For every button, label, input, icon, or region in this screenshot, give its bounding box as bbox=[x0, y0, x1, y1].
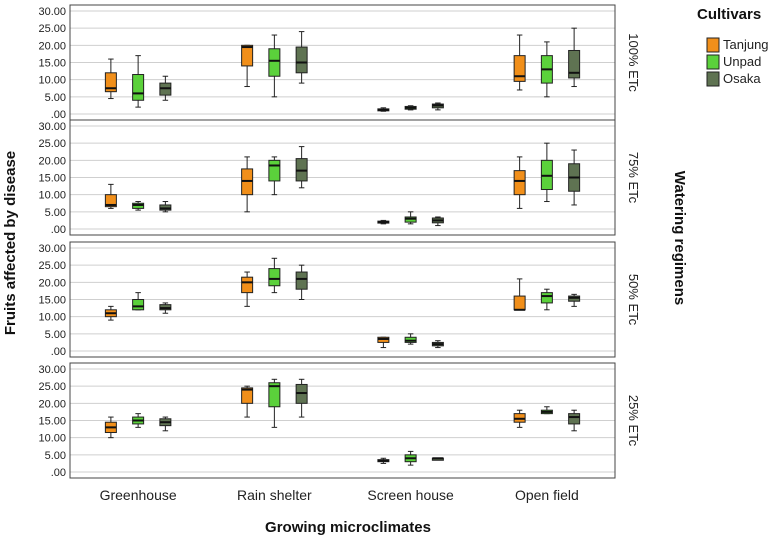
box bbox=[268, 159, 281, 182]
box bbox=[295, 46, 308, 74]
y-tick-label: 15.00 bbox=[38, 173, 66, 185]
y-tick-label: 25.00 bbox=[38, 381, 66, 393]
box bbox=[568, 49, 581, 79]
box bbox=[513, 55, 526, 82]
y-tick-label: 5.00 bbox=[45, 92, 66, 104]
box bbox=[513, 170, 526, 196]
box bbox=[104, 194, 117, 208]
y-tick-label: .00 bbox=[51, 467, 66, 479]
box bbox=[513, 295, 526, 311]
y-tick-label: 15.00 bbox=[38, 295, 66, 307]
y-tick-label: .00 bbox=[51, 109, 66, 121]
right-axis-title: Watering regimens bbox=[671, 171, 688, 305]
y-tick-label: .00 bbox=[51, 346, 66, 358]
y-tick-label: 5.00 bbox=[45, 207, 66, 219]
y-tick-label: 20.00 bbox=[38, 155, 66, 167]
panel-label: 25% ETc bbox=[626, 395, 641, 447]
box bbox=[268, 382, 281, 408]
y-tick-label: 30.00 bbox=[38, 121, 66, 133]
legend-title: Cultivars bbox=[697, 6, 761, 23]
y-tick-label: 5.00 bbox=[45, 329, 66, 341]
y-tick-label: 20.00 bbox=[38, 277, 66, 289]
box bbox=[540, 292, 553, 304]
legend-swatch bbox=[706, 37, 720, 53]
y-axis-title: Fruits affected by disease bbox=[2, 151, 19, 335]
panel-frame bbox=[69, 362, 616, 479]
box bbox=[268, 268, 281, 287]
box bbox=[241, 44, 254, 67]
y-tick-label: 25.00 bbox=[38, 23, 66, 35]
y-tick-label: 10.00 bbox=[38, 433, 66, 445]
legend: Cultivars Tanjung Unpad Osaka bbox=[697, 6, 769, 87]
box bbox=[568, 413, 581, 425]
panel-label: 100% ETc bbox=[626, 33, 641, 92]
x-category-label: Rain shelter bbox=[237, 487, 312, 503]
box bbox=[241, 387, 254, 404]
x-category-label: Greenhouse bbox=[100, 487, 177, 503]
panel-label: 75% ETc bbox=[626, 152, 641, 204]
y-tick-label: 15.00 bbox=[38, 58, 66, 70]
y-tick-label: 20.00 bbox=[38, 40, 66, 52]
y-tick-label: 10.00 bbox=[38, 190, 66, 202]
y-tick-label: 15.00 bbox=[38, 416, 66, 428]
legend-swatch bbox=[706, 54, 720, 70]
y-tick-label: 25.00 bbox=[38, 138, 66, 150]
panels-group: .00 5.00 10.00 15.00 20.00 25.00 30.00 100% ETc… bbox=[38, 4, 641, 503]
y-tick-label: 30.00 bbox=[38, 364, 66, 376]
legend-swatch bbox=[706, 71, 720, 87]
legend-label: Unpad bbox=[723, 54, 761, 69]
y-tick-label: 5.00 bbox=[45, 450, 66, 462]
panel-frame bbox=[69, 241, 616, 358]
box bbox=[268, 48, 281, 77]
x-axis-title: Growing microclimates bbox=[265, 519, 431, 536]
y-tick-label: 20.00 bbox=[38, 398, 66, 410]
y-tick-label: 30.00 bbox=[38, 6, 66, 18]
x-category-label: Screen house bbox=[367, 487, 454, 503]
y-tick-label: .00 bbox=[51, 224, 66, 236]
box bbox=[132, 299, 145, 311]
y-tick-label: 25.00 bbox=[38, 260, 66, 272]
legend-label: Osaka bbox=[723, 71, 761, 86]
y-tick-label: 10.00 bbox=[38, 312, 66, 324]
x-category-label: Open field bbox=[515, 487, 579, 503]
box bbox=[295, 271, 308, 290]
legend-label: Tanjung bbox=[723, 37, 769, 52]
y-tick-label: 30.00 bbox=[38, 243, 66, 255]
panel-frame bbox=[69, 119, 616, 236]
panel-label: 50% ETc bbox=[626, 274, 641, 326]
box bbox=[241, 276, 254, 294]
box bbox=[132, 74, 145, 101]
box bbox=[104, 72, 117, 93]
y-tick-label: 10.00 bbox=[38, 75, 66, 87]
